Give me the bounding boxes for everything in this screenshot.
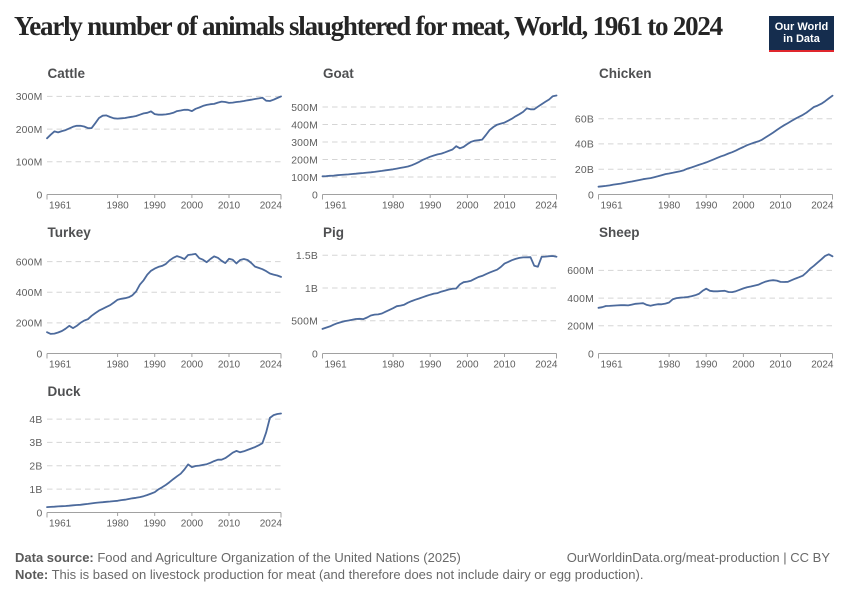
- svg-text:2010: 2010: [218, 360, 241, 371]
- svg-text:300M: 300M: [16, 92, 43, 103]
- svg-text:2010: 2010: [769, 360, 792, 371]
- svg-text:2010: 2010: [218, 519, 241, 530]
- svg-text:60B: 60B: [575, 115, 594, 126]
- svg-text:2024: 2024: [535, 360, 558, 371]
- svg-text:2000: 2000: [732, 201, 755, 212]
- svg-text:200M: 200M: [567, 322, 594, 333]
- svg-text:600M: 600M: [567, 266, 594, 277]
- svg-text:2024: 2024: [260, 201, 283, 212]
- svg-text:400M: 400M: [291, 120, 318, 131]
- svg-text:1980: 1980: [106, 519, 129, 530]
- svg-text:Goat: Goat: [323, 66, 354, 81]
- svg-text:Duck: Duck: [48, 384, 82, 399]
- svg-text:1B: 1B: [305, 284, 318, 295]
- svg-text:0: 0: [312, 349, 318, 360]
- svg-text:Turkey: Turkey: [48, 225, 92, 240]
- svg-text:2024: 2024: [811, 201, 834, 212]
- svg-text:2000: 2000: [181, 360, 204, 371]
- svg-text:1990: 1990: [419, 201, 442, 212]
- svg-text:Pig: Pig: [323, 225, 344, 240]
- svg-text:1961: 1961: [325, 201, 348, 212]
- svg-text:Chicken: Chicken: [599, 66, 652, 81]
- svg-text:1990: 1990: [144, 201, 167, 212]
- svg-text:2010: 2010: [493, 360, 516, 371]
- svg-text:1990: 1990: [419, 360, 442, 371]
- svg-text:0: 0: [588, 190, 594, 201]
- svg-text:200M: 200M: [291, 155, 318, 166]
- svg-text:0: 0: [37, 508, 43, 519]
- svg-text:2000: 2000: [456, 201, 479, 212]
- svg-text:0: 0: [37, 349, 43, 360]
- svg-text:2024: 2024: [260, 519, 283, 530]
- svg-text:400M: 400M: [567, 294, 594, 305]
- svg-text:2010: 2010: [769, 201, 792, 212]
- svg-text:2B: 2B: [29, 462, 42, 473]
- svg-text:500M: 500M: [291, 317, 318, 328]
- svg-text:1961: 1961: [325, 360, 348, 371]
- svg-text:1961: 1961: [601, 201, 624, 212]
- svg-text:2000: 2000: [456, 360, 479, 371]
- svg-text:20B: 20B: [575, 165, 594, 176]
- svg-text:1990: 1990: [695, 360, 718, 371]
- svg-text:1961: 1961: [49, 519, 72, 530]
- svg-text:2000: 2000: [732, 360, 755, 371]
- svg-text:100M: 100M: [16, 158, 43, 169]
- svg-text:2010: 2010: [493, 201, 516, 212]
- svg-text:1990: 1990: [144, 519, 167, 530]
- svg-text:100M: 100M: [291, 173, 318, 184]
- svg-text:40B: 40B: [575, 140, 594, 151]
- svg-text:0: 0: [37, 190, 43, 201]
- svg-text:1980: 1980: [106, 201, 129, 212]
- svg-text:200M: 200M: [16, 319, 43, 330]
- svg-text:0: 0: [588, 349, 594, 360]
- svg-text:2010: 2010: [218, 201, 241, 212]
- svg-text:1.5B: 1.5B: [296, 251, 318, 262]
- svg-text:400M: 400M: [16, 288, 43, 299]
- svg-text:1990: 1990: [144, 360, 167, 371]
- svg-text:1990: 1990: [695, 201, 718, 212]
- svg-text:2000: 2000: [181, 201, 204, 212]
- svg-text:4B: 4B: [29, 415, 42, 426]
- svg-text:2024: 2024: [535, 201, 558, 212]
- svg-text:2000: 2000: [181, 519, 204, 530]
- svg-text:200M: 200M: [16, 125, 43, 136]
- svg-text:Cattle: Cattle: [48, 66, 86, 81]
- svg-text:1980: 1980: [382, 360, 405, 371]
- svg-text:300M: 300M: [291, 138, 318, 149]
- svg-text:2024: 2024: [811, 360, 834, 371]
- svg-text:500M: 500M: [291, 103, 318, 114]
- svg-text:1980: 1980: [106, 360, 129, 371]
- svg-text:1961: 1961: [49, 360, 72, 371]
- svg-text:1980: 1980: [658, 201, 681, 212]
- svg-text:1961: 1961: [49, 201, 72, 212]
- svg-text:1980: 1980: [658, 360, 681, 371]
- svg-text:1980: 1980: [382, 201, 405, 212]
- svg-text:2024: 2024: [260, 360, 283, 371]
- svg-text:Sheep: Sheep: [599, 225, 640, 240]
- svg-text:3B: 3B: [29, 438, 42, 449]
- svg-text:1961: 1961: [601, 360, 624, 371]
- svg-text:600M: 600M: [16, 257, 43, 268]
- svg-text:1B: 1B: [29, 485, 42, 496]
- svg-text:0: 0: [312, 190, 318, 201]
